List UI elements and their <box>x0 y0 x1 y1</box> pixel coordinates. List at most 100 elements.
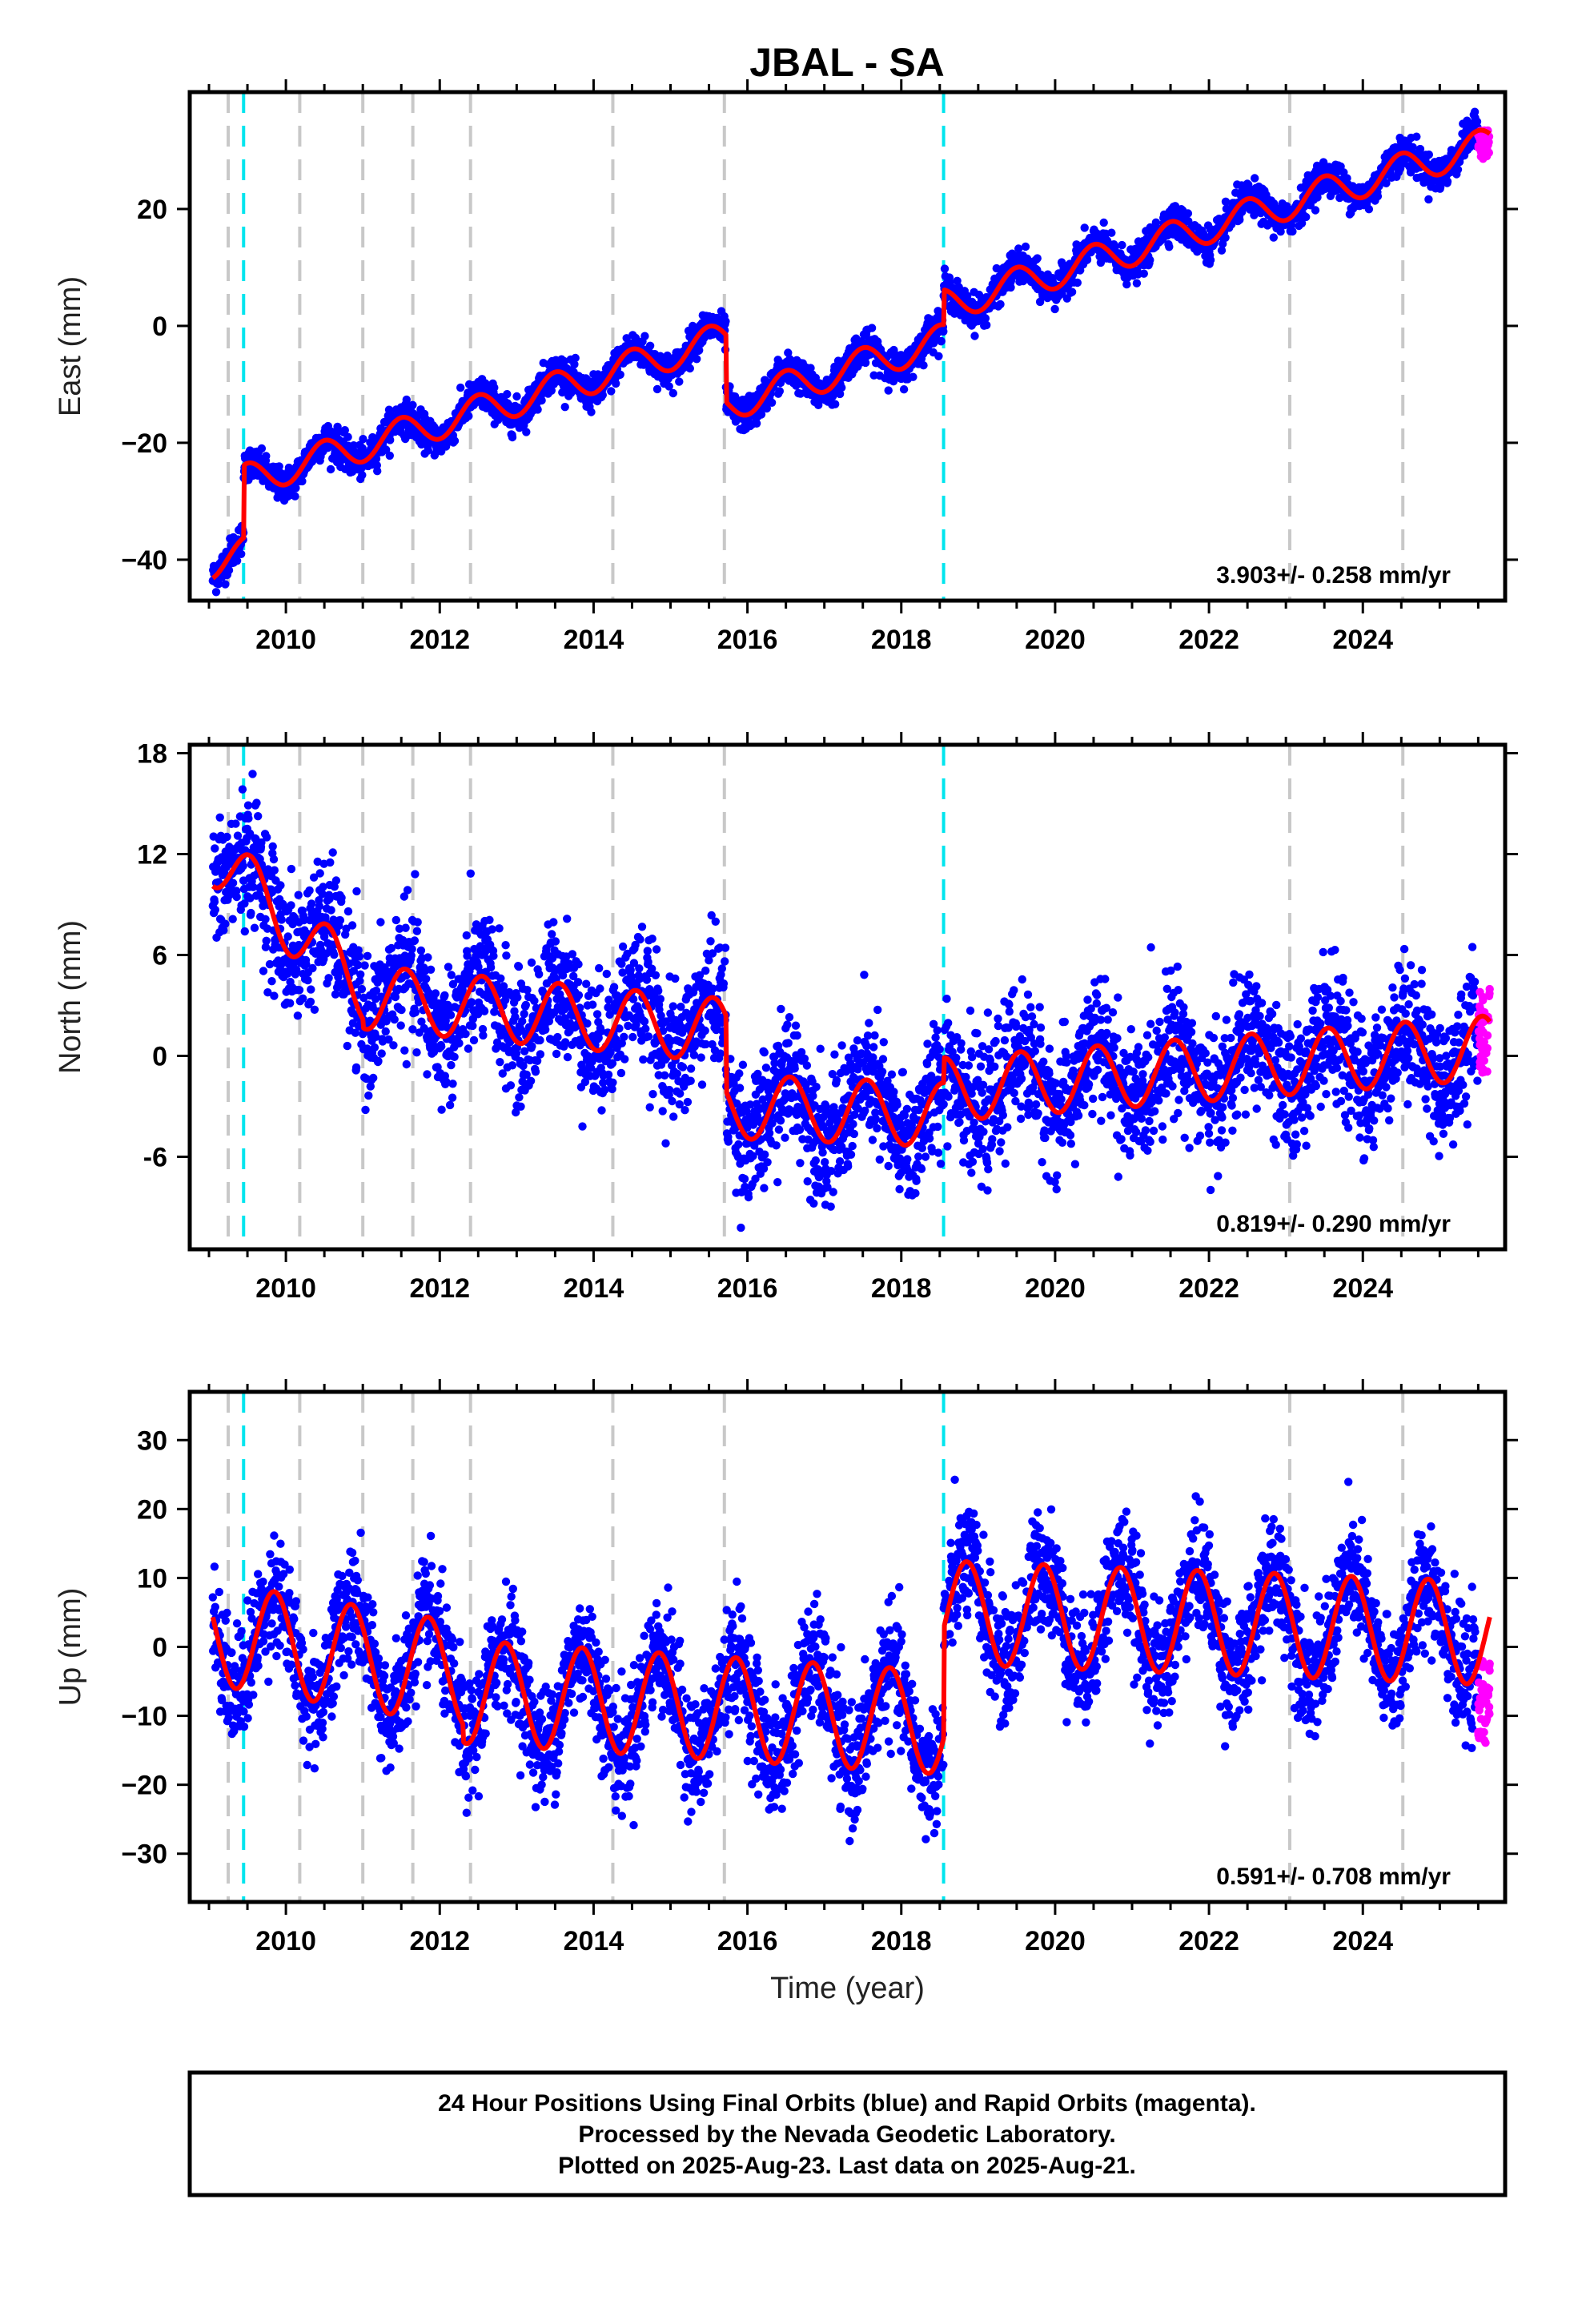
data-point <box>268 842 277 851</box>
data-point <box>1183 209 1193 218</box>
data-point <box>490 383 499 392</box>
data-point <box>224 565 234 575</box>
data-point <box>232 892 241 902</box>
data-point <box>469 1035 479 1045</box>
data-point <box>1146 255 1154 264</box>
data-point <box>970 332 979 340</box>
data-point <box>411 870 420 879</box>
data-point <box>303 975 312 985</box>
data-point <box>796 389 805 398</box>
data-point <box>1221 233 1230 242</box>
data-point <box>431 989 440 998</box>
data-point <box>413 918 422 927</box>
data-point <box>521 1000 530 1010</box>
data-point <box>422 975 431 983</box>
x-tick-label: 2014 <box>564 625 624 655</box>
data-point <box>837 383 846 392</box>
data-point <box>489 951 498 960</box>
data-point <box>211 588 221 597</box>
data-point <box>516 1102 525 1112</box>
data-point <box>324 974 333 983</box>
data-point <box>231 819 240 828</box>
data-point <box>238 785 247 794</box>
data-point <box>526 1076 536 1086</box>
data-point <box>328 848 337 857</box>
data-point <box>640 332 649 340</box>
data-point <box>448 1080 457 1088</box>
data-point <box>831 400 840 408</box>
data-point <box>982 320 991 330</box>
data-point <box>327 906 335 915</box>
data-point <box>1118 240 1126 250</box>
data-point <box>347 921 357 930</box>
x-tick-label: 2010 <box>255 625 316 655</box>
data-point <box>355 952 364 961</box>
data-point <box>502 951 511 960</box>
data-point <box>244 814 253 823</box>
data-point <box>884 386 893 395</box>
data-point <box>721 317 730 326</box>
data-point <box>464 1044 473 1053</box>
data-point <box>410 936 420 945</box>
data-point <box>1288 227 1297 236</box>
data-point <box>461 1029 470 1039</box>
data-point <box>343 907 353 916</box>
data-point <box>528 1042 536 1051</box>
data-point <box>757 410 766 419</box>
data-point <box>321 913 330 922</box>
data-point <box>549 918 558 927</box>
data-point <box>551 937 560 946</box>
data-point <box>343 1041 351 1051</box>
data-point <box>248 770 257 778</box>
data-point <box>1251 174 1259 183</box>
data-point <box>221 580 230 589</box>
rapid-data-point <box>1476 135 1485 144</box>
data-point <box>496 974 505 983</box>
data-point <box>228 879 238 887</box>
data-point <box>337 893 346 903</box>
y-axis-label: East (mm) <box>54 276 87 416</box>
data-point <box>214 580 223 589</box>
data-point <box>261 915 270 924</box>
data-point <box>563 915 572 923</box>
data-point <box>806 364 815 372</box>
y-tick-label: −40 <box>121 545 167 576</box>
data-point <box>262 452 271 460</box>
data-point <box>424 953 432 962</box>
data-point <box>1067 287 1077 296</box>
data-point <box>424 446 432 455</box>
data-point <box>1165 243 1174 251</box>
data-point <box>211 905 219 915</box>
y-tick-label: −20 <box>121 428 167 459</box>
rate-annotation: 3.903+/- 0.258 mm/yr <box>1216 562 1451 589</box>
data-point <box>506 1081 516 1090</box>
data-point <box>232 557 242 565</box>
data-point <box>536 1035 544 1045</box>
data-point <box>450 436 460 445</box>
data-point <box>382 445 391 454</box>
data-point <box>211 844 219 853</box>
data-point <box>1412 132 1421 141</box>
data-point <box>287 901 295 910</box>
data-point <box>669 388 677 398</box>
data-point <box>1424 150 1434 159</box>
data-point <box>359 435 367 444</box>
data-point <box>1139 269 1149 278</box>
data-point <box>412 927 422 935</box>
data-point <box>233 831 243 840</box>
data-point <box>287 864 296 874</box>
data-point <box>1033 254 1042 263</box>
data-point <box>835 389 845 399</box>
data-point <box>531 1068 540 1076</box>
data-point <box>508 432 517 442</box>
data-point <box>616 370 624 379</box>
data-point <box>210 897 219 907</box>
data-point <box>486 963 496 972</box>
data-point <box>416 946 426 955</box>
data-point <box>1132 279 1142 287</box>
data-point <box>518 1017 527 1026</box>
data-point <box>560 356 568 366</box>
data-point <box>767 398 777 407</box>
data-point <box>401 923 410 932</box>
data-point <box>533 405 542 414</box>
